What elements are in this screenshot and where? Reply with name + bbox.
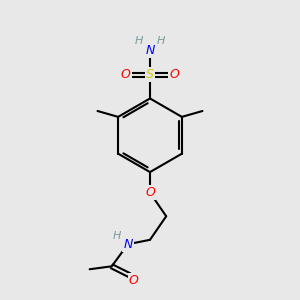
Text: N: N <box>123 238 133 251</box>
Text: O: O <box>169 68 179 81</box>
Text: O: O <box>121 68 131 81</box>
Text: S: S <box>146 68 154 81</box>
Text: O: O <box>145 186 155 199</box>
Text: H: H <box>112 231 121 241</box>
Text: H: H <box>157 36 165 46</box>
Text: N: N <box>145 44 155 57</box>
Text: O: O <box>129 274 139 287</box>
Text: H: H <box>135 36 143 46</box>
